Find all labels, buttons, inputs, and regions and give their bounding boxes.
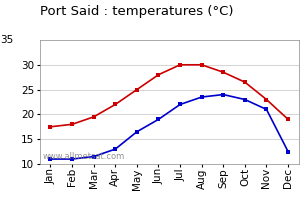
Text: 35: 35 — [1, 35, 14, 45]
Text: Port Said : temperatures (°C): Port Said : temperatures (°C) — [40, 5, 233, 18]
Text: www.allmetsat.com: www.allmetsat.com — [42, 152, 124, 161]
